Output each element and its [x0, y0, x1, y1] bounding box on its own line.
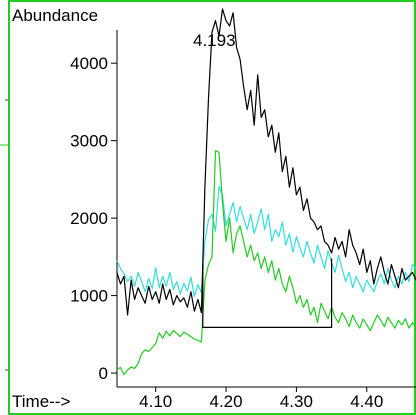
total-ion-trace	[116, 8, 416, 316]
x-tick-label: 4.40	[350, 392, 383, 411]
green-trace	[116, 150, 416, 376]
x-tick-group: 4.10 4.20 4.30 4.40	[139, 387, 383, 411]
peak-label: 4.193	[193, 31, 236, 50]
y-tick-label: 3000	[70, 132, 108, 151]
plot-frame	[8, 0, 416, 415]
y-tick-group: 0 1000 2000 3000 4000	[70, 54, 117, 383]
x-tick-label: 4.30	[280, 392, 313, 411]
x-axis-label: Time-->	[12, 392, 70, 411]
x-tick-label: 4.20	[210, 392, 243, 411]
integration-baseline	[202, 258, 333, 328]
y-tick-label: 1000	[70, 287, 108, 306]
cyan-trace	[116, 185, 416, 297]
y-tick-label: 2000	[70, 209, 108, 228]
y-tick-label: 0	[99, 364, 108, 383]
x-tick-label: 4.10	[139, 392, 172, 411]
y-tick-label: 4000	[70, 54, 108, 73]
y-axis-label: Abundance	[12, 6, 98, 25]
series-layer	[116, 8, 416, 376]
